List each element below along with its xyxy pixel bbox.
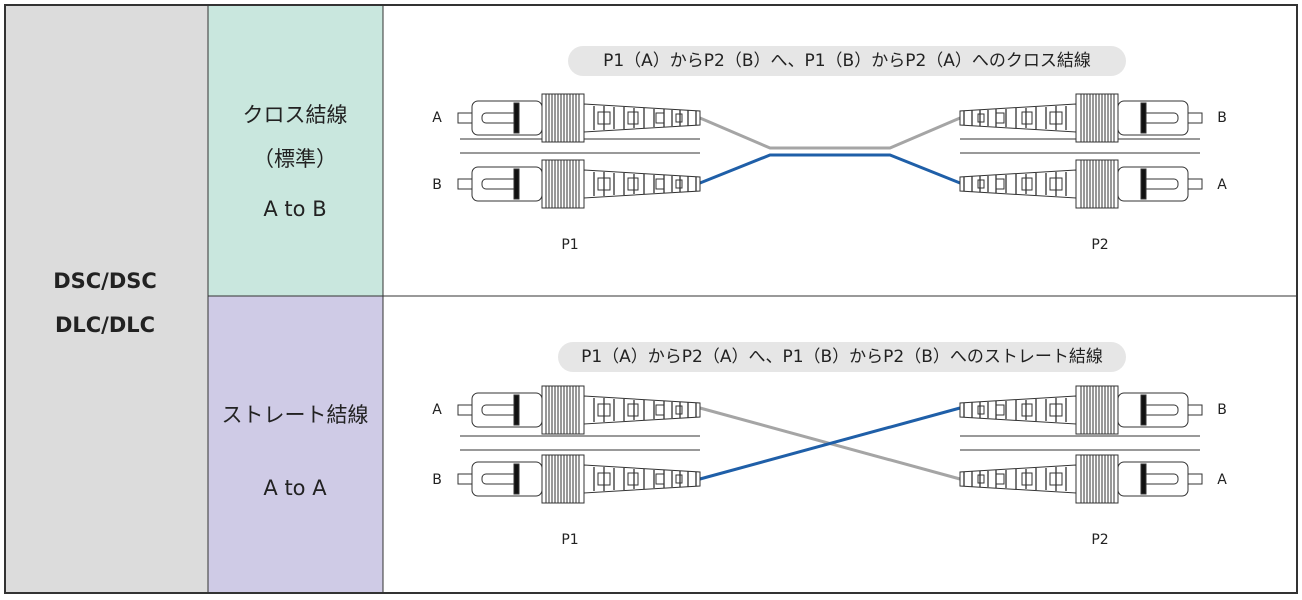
connector: [959, 93, 1203, 143]
caption: P1（A）からP2（A）へ、P1（B）からP2（B）へのストレート結線: [581, 347, 1103, 367]
connector: [457, 454, 701, 504]
port-label: A: [1217, 472, 1227, 488]
cable: [699, 116, 961, 150]
row-code: A to B: [263, 197, 326, 221]
port-label: B: [432, 472, 442, 488]
left-cell: [5, 5, 208, 593]
port-label: A: [432, 110, 442, 126]
connector: [959, 385, 1203, 435]
end-label: P1: [561, 237, 578, 253]
cross-cell: [208, 5, 383, 296]
cable: [699, 406, 961, 481]
left-label: DLC/DLC: [55, 313, 155, 337]
connector: [959, 159, 1203, 209]
left-label: DSC/DSC: [53, 269, 157, 293]
port-label: B: [1217, 110, 1227, 126]
row-name: ストレート結線: [222, 403, 369, 427]
port-label: B: [432, 177, 442, 193]
cable: [699, 153, 961, 185]
port-label: B: [1217, 402, 1227, 418]
guide-lines: [460, 435, 1200, 451]
connector: [457, 93, 701, 143]
grid: [4, 4, 1298, 594]
caption-pill: [568, 46, 1126, 76]
connector: [457, 159, 701, 209]
connector: [457, 385, 701, 435]
caption: P1（A）からP2（B）へ、P1（B）からP2（A）へのクロス結線: [603, 51, 1091, 71]
end-label: P2: [1091, 237, 1108, 253]
end-label: P2: [1091, 532, 1108, 548]
row-code: A to A: [263, 476, 327, 500]
port-label: A: [432, 402, 442, 418]
row-name: クロス結線: [243, 103, 348, 127]
end-label: P1: [561, 532, 578, 548]
row-name: （標準）: [253, 147, 337, 171]
connector: [959, 454, 1203, 504]
straight-cell: [208, 296, 383, 593]
port-label: A: [1217, 177, 1227, 193]
caption-pill: [558, 342, 1126, 372]
